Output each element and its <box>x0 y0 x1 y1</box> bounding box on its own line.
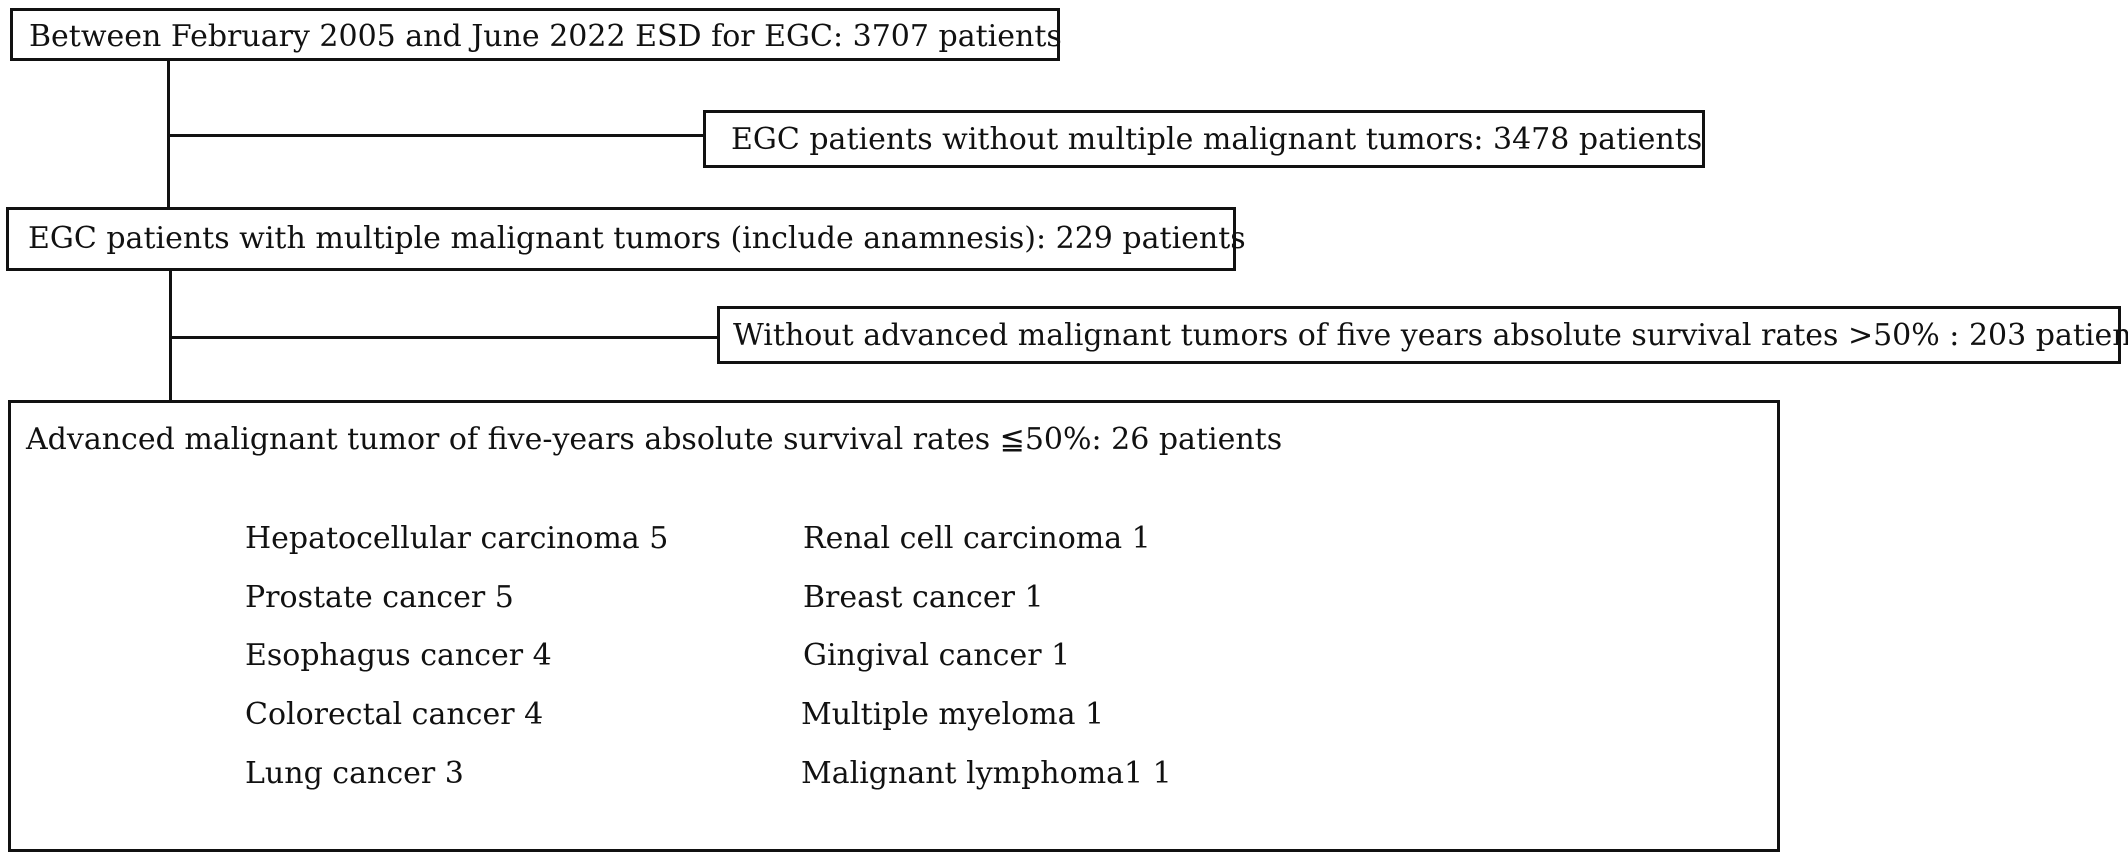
excluded-box-2: Without advanced malignant tumors of fiv… <box>717 306 2128 364</box>
tumor-list-item: Colorectal cancer 4 <box>245 697 544 732</box>
start-box: Between February 2005 and June 2022 ESD … <box>10 8 1062 61</box>
connector-step2-to-final <box>169 270 172 412</box>
step-2-box: EGC patients with multiple malignant tum… <box>6 207 1246 271</box>
excluded-box-1-label: EGC patients without multiple malignant … <box>731 122 1703 157</box>
final-box: Advanced malignant tumor of five-years a… <box>8 400 1780 852</box>
tumor-list-item: Renal cell carcinoma 1 <box>803 521 1151 556</box>
start-box-label: Between February 2005 and June 2022 ESD … <box>29 19 1062 54</box>
excluded-box-2-label: Without advanced malignant tumors of fiv… <box>733 318 2128 353</box>
excluded-box-1: EGC patients without multiple malignant … <box>703 110 1705 168</box>
tumor-list-item: Prostate cancer 5 <box>245 580 514 615</box>
connector-to-excluded-1 <box>167 134 705 137</box>
tumor-list-item: Malignant lymphoma1 1 <box>801 756 1172 791</box>
tumor-list-item: Breast cancer 1 <box>803 580 1044 615</box>
tumor-list-item: Hepatocellular carcinoma 5 <box>245 521 669 556</box>
tumor-list-item: Gingival cancer 1 <box>803 638 1071 673</box>
connector-to-excluded-2 <box>169 336 719 339</box>
final-box-label: Advanced malignant tumor of five-years a… <box>26 422 1283 457</box>
tumor-list-item: Esophagus cancer 4 <box>245 638 552 673</box>
tumor-list-item: Lung cancer 3 <box>245 756 464 791</box>
step-2-box-label: EGC patients with multiple malignant tum… <box>28 221 1246 256</box>
tumor-list-item: Multiple myeloma 1 <box>801 697 1105 732</box>
